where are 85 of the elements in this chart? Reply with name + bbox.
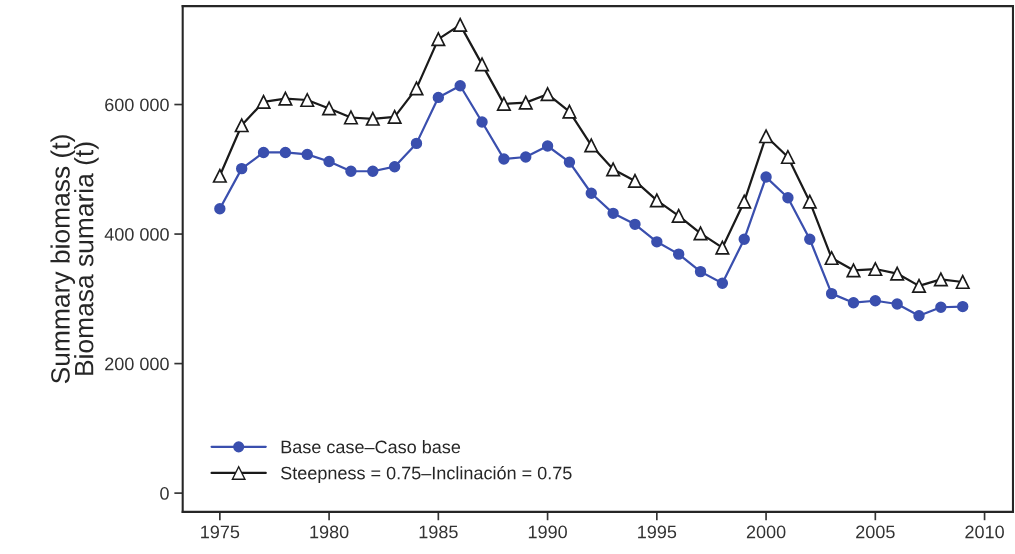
- point: [345, 165, 357, 177]
- point: [825, 287, 838, 300]
- point: [257, 146, 270, 159]
- point: [562, 104, 577, 119]
- point: [584, 138, 599, 153]
- point: [911, 278, 927, 293]
- point: [672, 248, 685, 260]
- point: [802, 194, 817, 209]
- point: [563, 156, 576, 168]
- point: [432, 91, 445, 104]
- y-tick-label: 200 000: [105, 357, 169, 371]
- x-tick-label: 1975: [201, 525, 240, 539]
- point: [541, 140, 554, 152]
- point: [367, 165, 379, 177]
- point: [846, 263, 861, 278]
- legend-label: Steepness = 0.75–Inclinación = 0.75: [281, 465, 572, 484]
- point: [409, 81, 424, 96]
- point: [716, 277, 729, 289]
- point: [671, 208, 686, 224]
- point: [256, 94, 271, 110]
- point: [782, 192, 794, 204]
- point: [780, 149, 796, 165]
- x-tick-label: 1985: [419, 525, 458, 539]
- point: [343, 110, 359, 125]
- point: [365, 111, 380, 126]
- point: [627, 173, 643, 189]
- y-tick-label: 0: [160, 487, 169, 500]
- point: [891, 298, 903, 310]
- point: [933, 272, 948, 287]
- point: [649, 193, 664, 208]
- point: [212, 168, 227, 183]
- point: [235, 162, 248, 175]
- point: [540, 87, 555, 102]
- point: [913, 309, 925, 322]
- point: [322, 101, 337, 116]
- point: [957, 300, 969, 313]
- point: [738, 233, 750, 245]
- point: [476, 116, 488, 128]
- point: [824, 250, 839, 266]
- point: [279, 146, 292, 159]
- point: [890, 266, 905, 281]
- point: [607, 207, 619, 220]
- y-axis-title: Summary biomass (t) Biomasa sumaria (t): [50, 135, 99, 384]
- point: [935, 301, 947, 313]
- point: [214, 203, 226, 215]
- point: [431, 32, 446, 47]
- x-tick-label: 1995: [638, 525, 677, 539]
- point: [520, 151, 532, 163]
- point: [454, 80, 466, 92]
- x-tick-label: 2005: [856, 525, 895, 539]
- point: [629, 218, 641, 231]
- point: [278, 91, 293, 106]
- x-tick-label: 2010: [965, 525, 1004, 539]
- point: [804, 233, 816, 245]
- point: [715, 240, 730, 255]
- point: [388, 161, 401, 173]
- point: [651, 236, 663, 248]
- point: [847, 297, 860, 309]
- point: [758, 129, 774, 144]
- point: [585, 187, 597, 199]
- point: [518, 95, 533, 110]
- point: [869, 295, 882, 307]
- y-tick-label: 400 000: [104, 228, 169, 241]
- legend-label: Base case–Caso base: [281, 440, 461, 454]
- point: [955, 274, 970, 290]
- x-tick-label: 2000: [746, 525, 786, 539]
- x-tick-label: 1990: [528, 525, 567, 539]
- point: [693, 226, 708, 241]
- point: [323, 155, 335, 168]
- point: [868, 261, 883, 277]
- point: [737, 194, 752, 209]
- y-tick-label: 600 000: [105, 98, 169, 112]
- point: [474, 57, 490, 72]
- point: [453, 17, 468, 32]
- point: [234, 118, 249, 133]
- point: [760, 171, 772, 183]
- point: [496, 96, 511, 111]
- point: [300, 92, 315, 108]
- point: [410, 137, 423, 150]
- point: [694, 265, 707, 278]
- point: [387, 109, 402, 124]
- point: [498, 153, 510, 165]
- point: [301, 148, 313, 161]
- x-tick-label: 1980: [310, 525, 349, 539]
- point: [606, 162, 621, 177]
